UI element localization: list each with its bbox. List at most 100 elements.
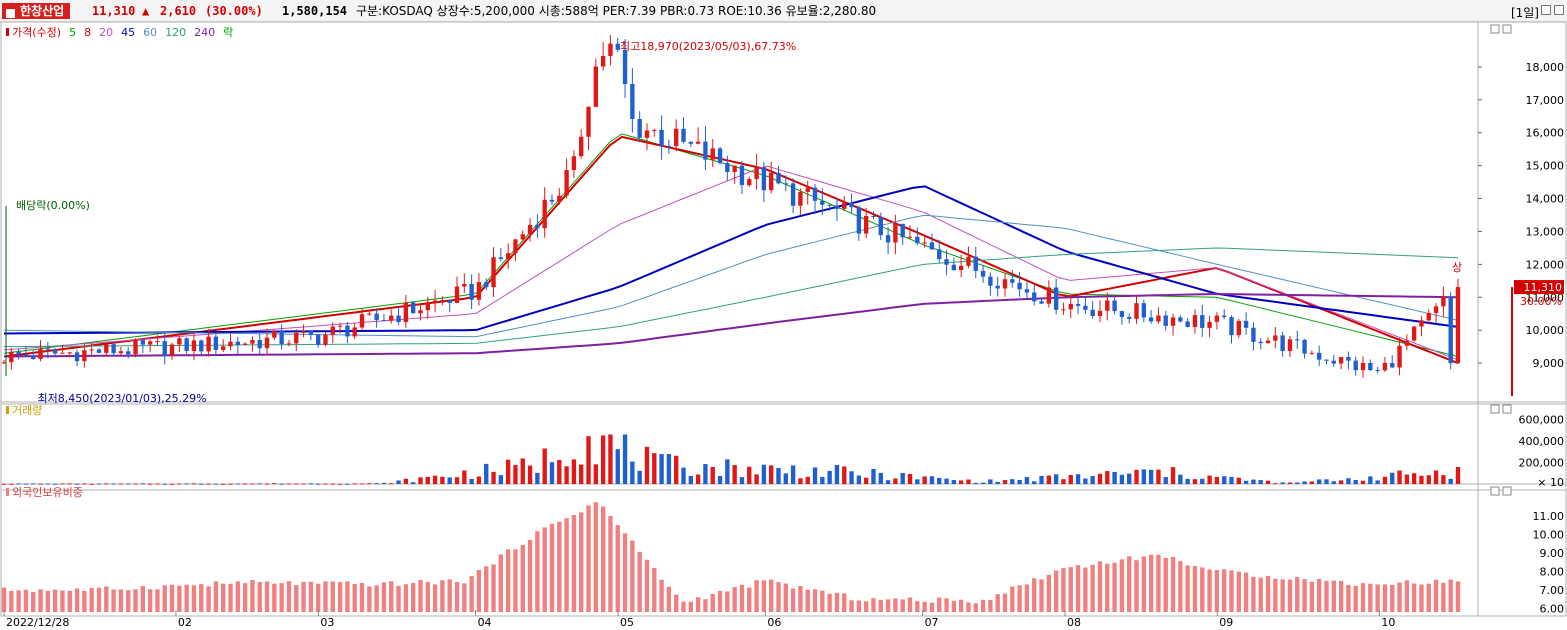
candle-down — [1032, 292, 1037, 302]
candle-down — [447, 300, 452, 303]
price-tick-label: 11,000 — [1526, 291, 1565, 304]
candle-up — [67, 352, 72, 354]
restore-icon[interactable] — [1541, 5, 1551, 15]
candle-up — [60, 352, 65, 354]
panel-minimize-icon — [1490, 486, 1500, 496]
candle-up — [1419, 320, 1424, 327]
candle-down — [1222, 315, 1227, 318]
candle-up — [1068, 303, 1073, 310]
volume-bar — [1346, 478, 1351, 484]
candle-down — [1243, 320, 1249, 328]
volume-bar — [644, 446, 650, 484]
candle-down — [1280, 335, 1285, 351]
volume-bar — [1331, 481, 1336, 484]
foreign-ratio-bar — [1397, 582, 1402, 612]
foreign-ratio-bar — [513, 549, 518, 612]
volume-bar — [484, 463, 489, 484]
volume-bar — [1178, 474, 1183, 484]
foreign-ratio-bar — [345, 581, 350, 612]
panel-maximize-icon — [1502, 486, 1512, 496]
volume-bar — [878, 472, 883, 484]
candle-down — [703, 141, 708, 160]
foreign-ratio-bar — [1441, 582, 1446, 612]
candle-down — [900, 223, 905, 238]
foreign-ratio-bar — [798, 586, 803, 612]
candle-up — [907, 236, 913, 238]
volume-bar — [1353, 479, 1358, 484]
foreign-ratio-bar — [1229, 570, 1234, 612]
period-selector[interactable]: [1일] — [1510, 6, 1539, 20]
foreign-ratio-bar — [1053, 570, 1059, 612]
foreign-ratio-bar — [352, 583, 357, 612]
volume-bar — [31, 483, 36, 485]
candle-down — [885, 235, 891, 243]
candle-up — [593, 66, 599, 107]
pct-box: 30.00% — [1520, 295, 1562, 308]
volume-bar — [688, 475, 693, 484]
volume-bar — [1397, 470, 1402, 484]
stock-name-badge[interactable]: 한창산업 — [2, 3, 71, 19]
candle-down — [1368, 362, 1373, 371]
foreign-ratio-bar — [630, 540, 635, 612]
foreign-ratio-bar — [1207, 569, 1212, 612]
foreign-ratio-bar — [929, 602, 935, 612]
candle-down — [410, 302, 416, 314]
candle-down — [783, 183, 788, 185]
foreign-ratio-bar — [118, 589, 124, 612]
checkbox-icon[interactable] — [6, 9, 15, 18]
foreign-ratio-bar — [23, 589, 29, 612]
candle-up — [557, 195, 562, 202]
volume-bar — [674, 455, 679, 484]
foreign-ratio-bar — [82, 590, 87, 612]
foreign-ratio-bar — [476, 569, 482, 612]
volume-bar — [549, 462, 555, 484]
foreign-ratio-bar — [688, 601, 693, 612]
volume-bar — [922, 476, 927, 484]
candle-up — [454, 286, 460, 303]
volume-bar — [966, 479, 971, 484]
candle-down — [96, 349, 102, 353]
candle-up — [206, 336, 211, 352]
foreign-tick-label: 11.00 — [1533, 510, 1565, 523]
foreign-ratio-bar — [666, 586, 672, 612]
foreign-ratio-bar — [330, 581, 335, 612]
volume-bar — [469, 478, 474, 484]
volume-bar — [440, 476, 445, 484]
candle-down — [235, 341, 240, 345]
candle-up — [440, 300, 445, 302]
volume-bar — [717, 475, 723, 484]
close-icon[interactable] — [1554, 5, 1564, 15]
volume-bar — [1448, 478, 1453, 484]
candle-down — [1075, 303, 1081, 306]
volume-bar — [630, 461, 635, 484]
foreign-ratio-bar — [484, 566, 489, 612]
candle-up — [432, 300, 438, 303]
foreign-ratio-bar — [1411, 583, 1417, 612]
price-tick-label: 16,000 — [1526, 127, 1565, 140]
volume-bar — [1273, 483, 1278, 485]
volume-bar — [1258, 480, 1263, 484]
candle-up — [754, 167, 759, 180]
foreign-ratio-bar — [652, 568, 657, 612]
volume-bar — [600, 435, 606, 484]
candle-down — [308, 330, 314, 335]
volume-bar — [1251, 479, 1256, 484]
candle-up — [177, 338, 182, 345]
volume-bar — [279, 483, 284, 485]
candle-down — [184, 338, 189, 352]
volume-bar — [1192, 479, 1198, 484]
price-tick-label: 18,000 — [1526, 61, 1565, 74]
foreign-tick-label: 10.00 — [1533, 528, 1565, 541]
volume-bar — [929, 476, 935, 484]
foreign-ratio-bar — [571, 514, 577, 612]
legend-item: 락 — [223, 26, 233, 39]
volume-bar — [235, 483, 240, 485]
candle-up — [1, 362, 7, 364]
candle-up — [798, 191, 803, 206]
candle-down — [944, 259, 949, 265]
foreign-ratio-bar — [871, 598, 876, 612]
foreign-ratio-bar — [732, 587, 737, 612]
foreign-ratio-bar — [177, 585, 182, 612]
volume-bar — [1053, 474, 1059, 484]
